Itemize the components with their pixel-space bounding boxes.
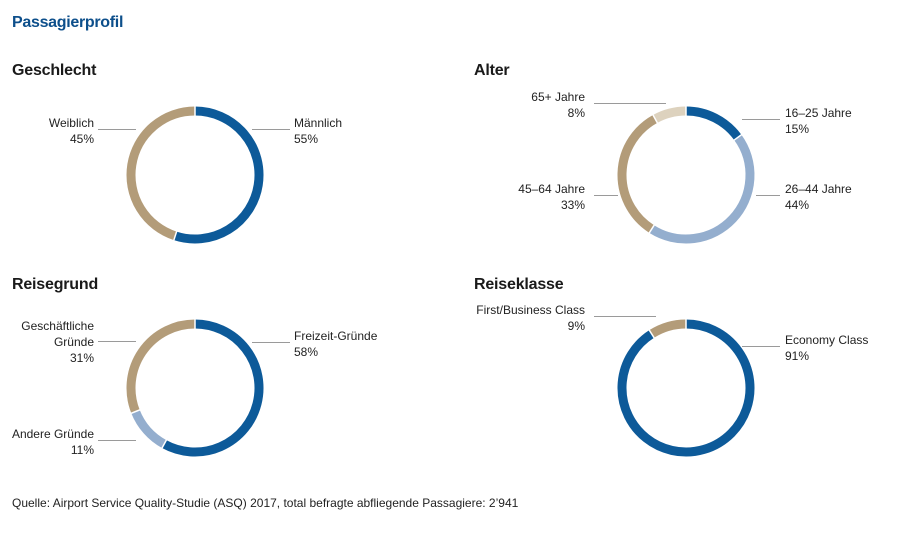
leader-line (252, 342, 290, 343)
slice-name: Economy Class (785, 333, 869, 347)
slice-percent: 33% (560, 198, 585, 212)
source-note: Quelle: Airport Service Quality-Studie (… (12, 496, 519, 510)
slice-label-26-44: 26–44 Jahre 44% (785, 181, 852, 213)
donut-separator-3 (650, 110, 661, 128)
slice-percent: 31% (69, 351, 94, 365)
slice-percent: 58% (294, 345, 319, 359)
leader-line (98, 440, 136, 441)
slice-percent: 11% (70, 443, 94, 457)
donut-slice-0 (173, 106, 264, 244)
leader-line (98, 341, 136, 342)
page-title: Passagierprofil (12, 14, 124, 31)
slice-name: Andere Gründe (11, 427, 94, 441)
donut-slice-1 (126, 106, 196, 241)
slice-label-freizeit: Freizeit-Gründe 58% (294, 328, 377, 360)
slice-name: Männlich (294, 116, 343, 130)
slice-percent: 44% (785, 198, 810, 212)
slice-percent: 9% (567, 319, 585, 333)
donut-slice-1 (649, 134, 755, 244)
slice-name: Weiblich (48, 116, 94, 130)
donut-separator-1 (646, 325, 658, 342)
slice-label-maennlich: Männlich 55% (294, 115, 342, 147)
chart-title-reisegrund: Reisegrund (12, 276, 99, 293)
donut-separator-1 (171, 227, 179, 245)
leader-line (594, 316, 656, 317)
chart-title-geschlecht: Geschlecht (12, 62, 97, 79)
slice-label-45-64: 45–64 Jahre 33% (518, 181, 585, 213)
leader-line (594, 195, 618, 196)
slice-name: First/Business Class (476, 303, 585, 317)
donut-slice-0 (685, 106, 742, 141)
slice-label-65plus: 65+ Jahre 8% (531, 89, 585, 121)
slice-label-weiblich: Weiblich 45% (49, 115, 94, 147)
slice-label-economy: Economy Class 91% (785, 332, 868, 364)
donut-separator-2 (126, 407, 145, 416)
leader-line (756, 195, 780, 196)
donut-separator-1 (159, 435, 170, 453)
slice-label-first-business: First/Business Class 9% (476, 302, 585, 334)
donut-slice-0 (617, 319, 755, 457)
chart-title-reiseklasse: Reiseklasse (474, 276, 564, 293)
slice-name: 16–25 Jahre (785, 106, 852, 120)
donut-slice-0 (162, 319, 264, 457)
slice-percent: 45% (69, 132, 94, 146)
donut-slice-1 (649, 319, 687, 338)
slice-name: 26–44 Jahre (785, 182, 852, 196)
leader-line (742, 346, 780, 347)
leader-line (98, 129, 136, 130)
slice-label-geschaeftlich: Geschäftliche Gründe 31% (21, 318, 94, 366)
slice-percent: 55% (294, 132, 319, 146)
slice-name: 45–64 Jahre (518, 182, 585, 196)
donut-slice-3 (653, 106, 687, 123)
slice-percent: 15% (785, 122, 810, 136)
donut-slice-2 (126, 319, 196, 414)
leader-line (252, 129, 290, 130)
donut-separator-1 (730, 131, 746, 144)
slice-percent: 91% (785, 349, 810, 363)
leader-line (742, 119, 780, 120)
slice-name: Gründe (53, 335, 94, 349)
slice-label-16-25: 16–25 Jahre 15% (785, 105, 852, 137)
leader-line (594, 103, 666, 104)
slice-label-andere: Andere Gründe 11% (12, 426, 94, 458)
donut-separator-2 (646, 221, 658, 238)
donut-slice-2 (617, 114, 658, 233)
chart-title-alter: Alter (474, 62, 510, 79)
slice-name: Geschäftliche (21, 319, 94, 333)
donut-slice-1 (131, 409, 167, 449)
slice-name: 65+ Jahre (531, 90, 585, 104)
slice-name: Freizeit-Gründe (294, 329, 378, 343)
slice-percent: 8% (567, 106, 585, 120)
